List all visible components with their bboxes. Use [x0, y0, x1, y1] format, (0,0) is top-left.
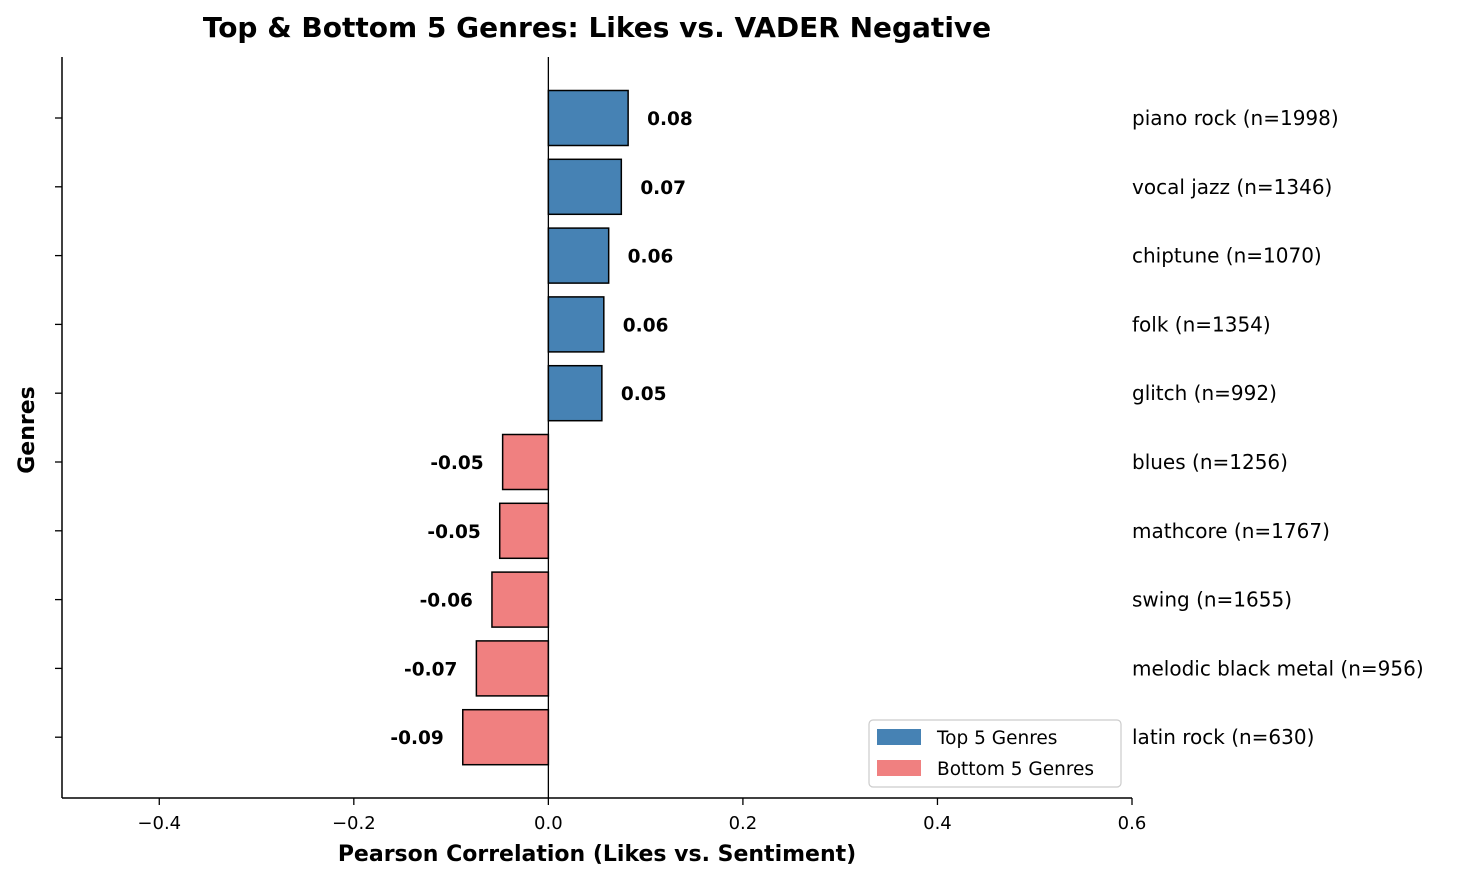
bar-3 [547, 296, 605, 353]
bar-4 [547, 364, 603, 422]
value-label-4: 0.05 [621, 384, 667, 405]
value-label-1: 0.07 [640, 178, 686, 199]
legend-label-bottom: Bottom 5 Genres [937, 759, 1094, 780]
bar-8 [475, 640, 550, 697]
genre-label-2: chiptune (n=1070) [1132, 244, 1322, 268]
bar-1 [547, 158, 623, 216]
genre-label-8: melodic black metal (n=956) [1132, 656, 1424, 680]
legend-label-top: Top 5 Genres [936, 728, 1057, 749]
value-label-0: 0.08 [647, 109, 693, 130]
genre-label-1: vocal jazz (n=1346) [1132, 175, 1332, 199]
genre-label-7: swing (n=1655) [1132, 588, 1292, 612]
bar-6 [498, 502, 550, 560]
bar-7 [491, 571, 550, 628]
bar-9 [462, 708, 550, 766]
legend-swatch-top [877, 729, 921, 745]
value-label-6: -0.05 [427, 522, 480, 543]
genre-label-3: folk (n=1354) [1132, 312, 1271, 336]
x-tick-label-5: 0.6 [1118, 813, 1147, 834]
x-tick-label-4: 0.4 [923, 813, 952, 834]
y-ticks-group [55, 117, 62, 738]
genre-label-6: mathcore (n=1767) [1132, 519, 1330, 543]
x-tick-label-3: 0.2 [729, 813, 758, 834]
value-label-7: -0.06 [420, 591, 473, 612]
bar-5 [501, 433, 550, 491]
x-ticks-group: −0.4 −0.2 0.0 0.2 0.4 0.6 [137, 798, 1146, 834]
value-label-2: 0.06 [628, 247, 674, 268]
x-axis-title: Pearson Correlation (Likes vs. Sentiment… [338, 842, 856, 867]
bar-0 [547, 89, 629, 147]
y-axis-title: Genres [15, 386, 40, 474]
genre-label-5: blues (n=1256) [1132, 450, 1288, 474]
genre-label-4: glitch (n=992) [1132, 381, 1277, 405]
legend-frame [868, 719, 1122, 788]
genre-label-0: piano rock (n=1998) [1132, 106, 1339, 130]
bars-group [462, 89, 629, 766]
genre-label-9: latin rock (n=630) [1132, 725, 1314, 749]
value-label-8: -0.07 [404, 659, 457, 680]
value-label-5: -0.05 [430, 453, 483, 474]
x-tick-label-1: −0.2 [332, 813, 376, 834]
value-labels-group: 0.08 0.07 0.06 0.06 0.05 -0.05 -0.05 -0.06 -0.07… [390, 109, 692, 749]
x-tick-label-0: −0.4 [137, 813, 181, 834]
genre-labels-group: piano rock (n=1998) vocal jazz (n=1346) ch… [1132, 106, 1424, 749]
x-tick-label-2: 0.0 [534, 813, 563, 834]
value-label-3: 0.06 [623, 315, 669, 336]
legend-swatch-bottom [877, 760, 921, 776]
legend: Top 5 Genres Bottom 5 Genres [868, 719, 1122, 788]
value-label-9: -0.09 [390, 728, 443, 749]
bar-2 [547, 227, 610, 284]
chart-title: Top & Bottom 5 Genres: Likes vs. VADER N… [203, 11, 991, 44]
